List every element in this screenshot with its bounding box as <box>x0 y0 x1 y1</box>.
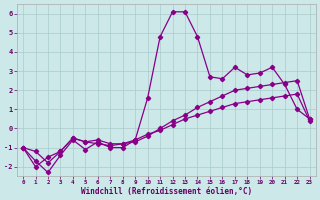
X-axis label: Windchill (Refroidissement éolien,°C): Windchill (Refroidissement éolien,°C) <box>81 187 252 196</box>
